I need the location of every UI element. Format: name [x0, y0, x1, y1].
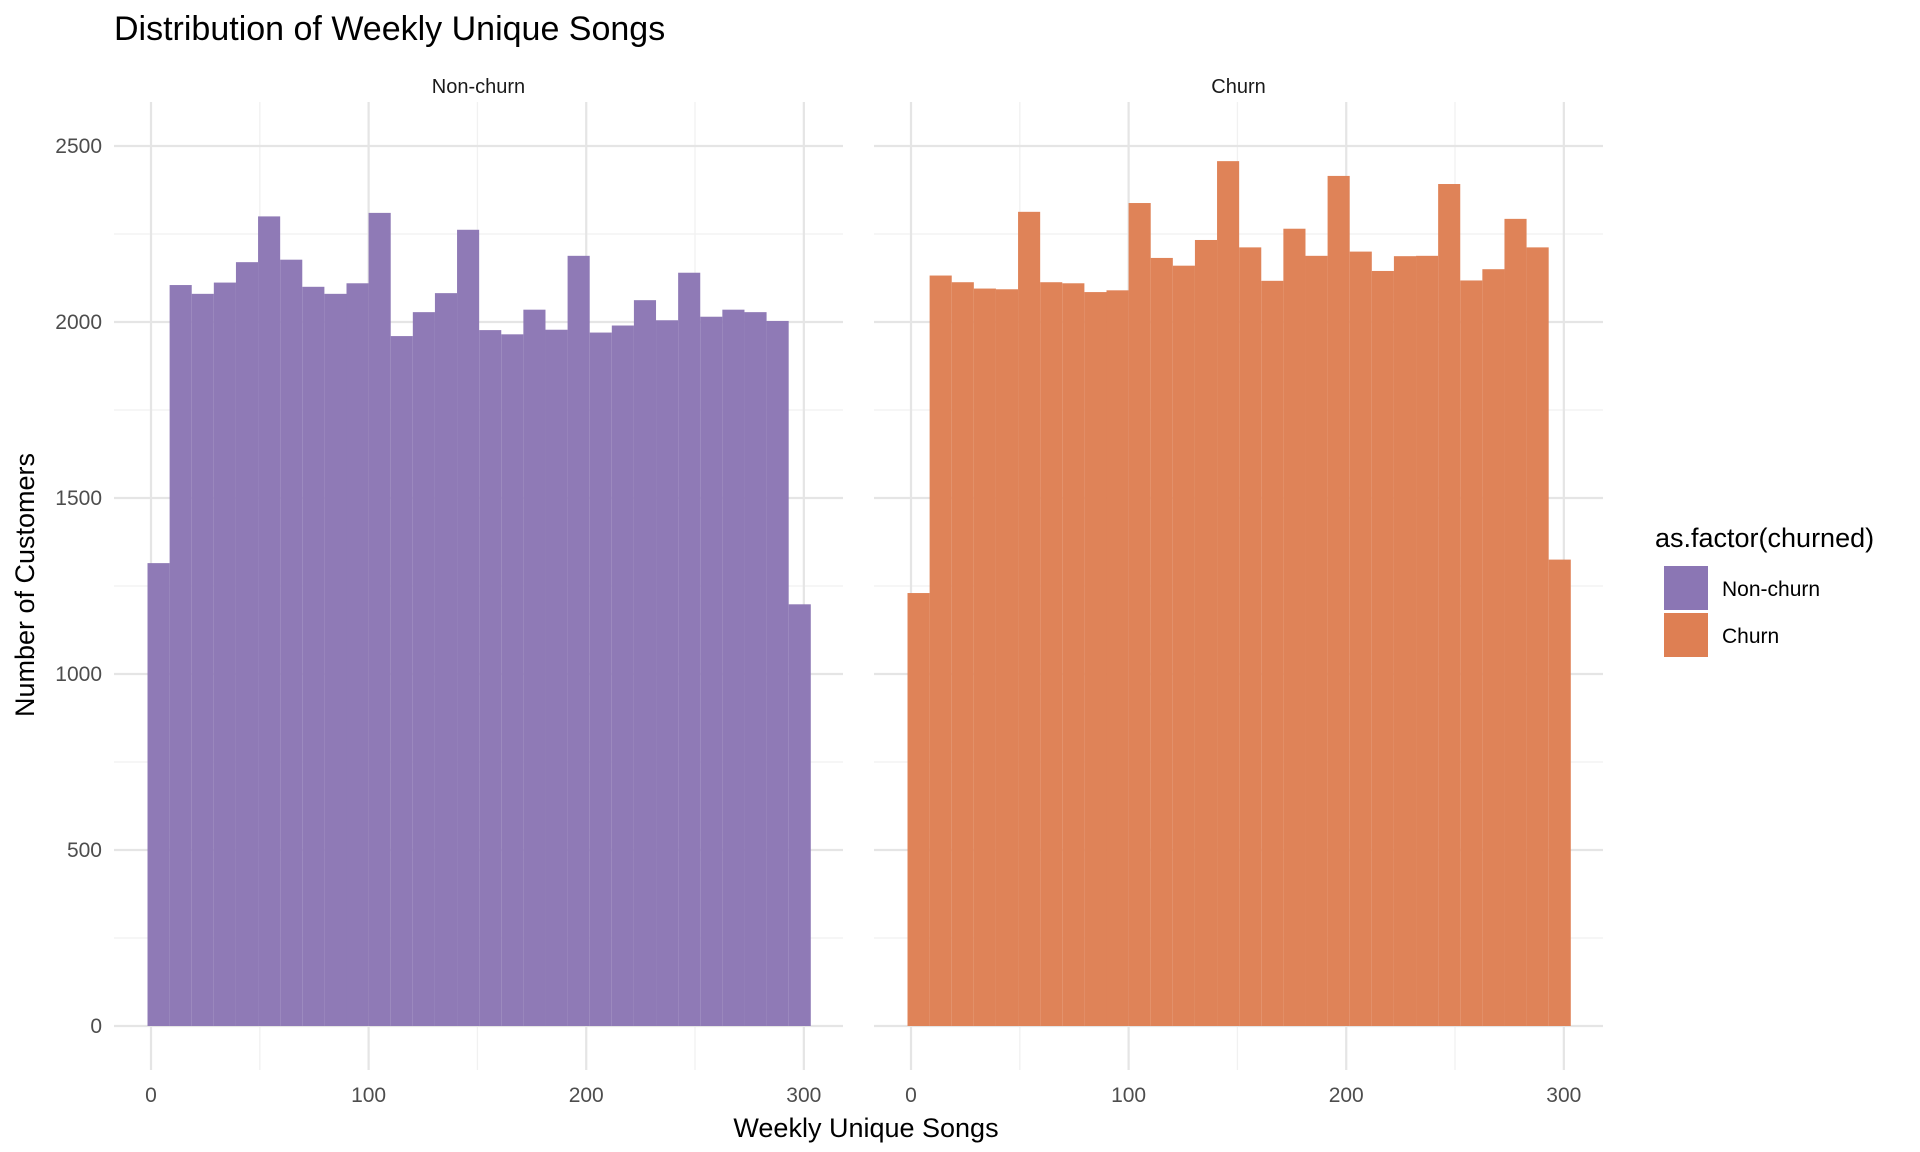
histogram-bar: [501, 334, 524, 1026]
y-tick-label: 0: [90, 1015, 102, 1038]
histogram-bar: [567, 255, 590, 1027]
histogram-bar: [722, 309, 745, 1026]
x-tick-label: 200: [569, 1084, 604, 1107]
histogram-bar: [324, 293, 347, 1027]
histogram-bar: [1084, 292, 1107, 1027]
histogram-bar: [995, 289, 1019, 1026]
histogram-bar: [1327, 175, 1350, 1027]
histogram-bar: [191, 293, 214, 1027]
histogram-bar: [1482, 269, 1505, 1026]
x-tick-label: 300: [786, 1084, 821, 1107]
histogram-bar: [589, 332, 612, 1026]
histogram-bar: [390, 336, 413, 1027]
legend: as.factor(churned) Non-churn Churn: [1655, 523, 1874, 657]
panel-non-churn: Non-churn 0 100 200 300 0 500 1000 1500 2000 2500: [55, 76, 843, 1107]
histogram-bar: [1018, 211, 1041, 1027]
histogram-bar: [656, 320, 679, 1026]
histogram-bar: [1261, 280, 1284, 1026]
histogram-bar: [457, 229, 480, 1026]
x-tick-label: 200: [1329, 1084, 1364, 1107]
histogram-bar: [1040, 282, 1063, 1026]
legend-label-non-churn: Non-churn: [1722, 578, 1820, 601]
histogram-bar: [302, 286, 325, 1026]
histogram-bar: [951, 282, 974, 1026]
legend-key-non-churn: [1664, 566, 1708, 610]
x-tick-label: 0: [905, 1084, 917, 1107]
histogram-bar: [1128, 203, 1151, 1027]
histogram-bar: [1217, 161, 1240, 1027]
y-tick-label: 2000: [55, 311, 102, 334]
y-tick-label: 1500: [55, 487, 102, 510]
x-tick-label: 100: [351, 1084, 386, 1107]
histogram-bar: [1194, 239, 1218, 1026]
histogram-bar: [1371, 270, 1394, 1027]
y-tick-label: 500: [67, 839, 102, 862]
histogram-bar: [1150, 257, 1173, 1026]
histogram-bar: [169, 285, 192, 1026]
histogram-bar: [280, 259, 303, 1026]
histogram-bar: [368, 212, 391, 1026]
histogram-bar: [1548, 559, 1571, 1026]
x-tick-label: 0: [145, 1084, 157, 1107]
histogram-bar: [1438, 184, 1461, 1027]
histogram-bar: [700, 316, 723, 1027]
chart-title: Distribution of Weekly Unique Songs: [114, 10, 665, 48]
histogram-bar: [258, 216, 281, 1026]
histogram-bar: [744, 312, 767, 1026]
histogram-bar: [766, 320, 789, 1027]
facet-strip-label: Non-churn: [432, 76, 525, 98]
histogram-bar: [545, 329, 568, 1026]
histogram-bar: [788, 604, 811, 1026]
histogram-bar: [479, 330, 502, 1026]
histogram-bar: [147, 563, 170, 1026]
histogram-bar: [929, 275, 952, 1026]
histogram-bar: [907, 593, 930, 1026]
histogram-bar: [1349, 251, 1372, 1027]
histogram-bar: [523, 309, 546, 1026]
x-axis-title: Weekly Unique Songs: [733, 1113, 998, 1143]
histogram-bar: [412, 312, 435, 1026]
histogram-bar: [1239, 247, 1262, 1027]
histogram-bar: [633, 300, 657, 1026]
y-axis-title: Number of Customers: [10, 453, 40, 717]
histogram-bar: [1460, 280, 1483, 1026]
histogram-bar: [1106, 290, 1129, 1026]
histogram-bar: [1416, 255, 1439, 1027]
facet-strip-label: Churn: [1211, 76, 1265, 98]
legend-key-churn: [1664, 613, 1708, 657]
histogram-bar: [973, 288, 996, 1026]
y-tick-label: 1000: [55, 663, 102, 686]
legend-title: as.factor(churned): [1655, 523, 1874, 553]
histogram-bar: [213, 282, 236, 1026]
histogram-bar: [611, 325, 634, 1026]
histogram-bar: [1393, 256, 1417, 1026]
x-tick-label: 300: [1546, 1084, 1581, 1107]
histogram-bar: [678, 272, 701, 1027]
y-tick-label: 2500: [55, 135, 102, 158]
histogram-bar: [1305, 255, 1328, 1027]
x-tick-label: 100: [1111, 1084, 1146, 1107]
panel-churn: Churn 0 100 200 300: [874, 76, 1603, 1107]
histogram-bar: [346, 283, 369, 1026]
histogram-bar: [434, 293, 458, 1026]
legend-label-churn: Churn: [1722, 625, 1779, 648]
histogram-bar: [1172, 265, 1195, 1026]
histogram-bar: [235, 262, 259, 1026]
histogram-bar: [1504, 218, 1527, 1026]
histogram-bar: [1526, 247, 1549, 1027]
histogram-bar: [1283, 228, 1306, 1027]
histogram-bar: [1062, 283, 1085, 1026]
